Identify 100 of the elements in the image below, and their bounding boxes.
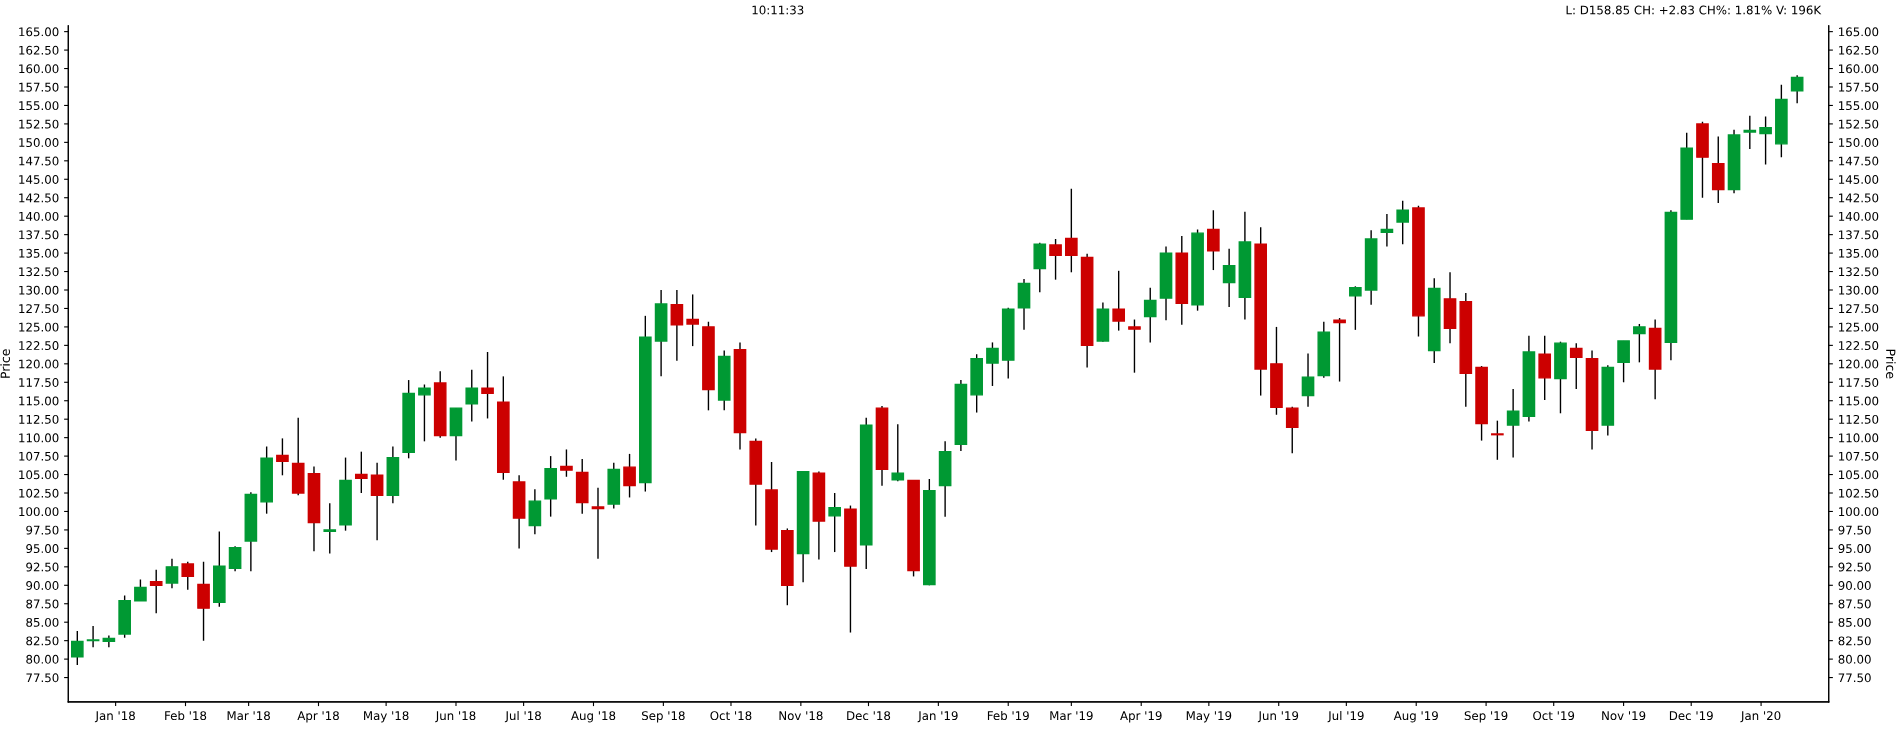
y-tick-label: 77.50 — [26, 673, 59, 683]
y-tick-label: 122.50 — [19, 341, 59, 351]
y2-tick-label: 145.00 — [1839, 175, 1879, 184]
x-tick-label: Feb '19 — [987, 710, 1029, 721]
candlestick — [1349, 285, 1362, 331]
candlestick — [1049, 238, 1062, 281]
candlestick — [686, 293, 699, 347]
y-tick-label: 130.00 — [19, 285, 59, 295]
candlestick — [1617, 340, 1630, 383]
candlestick — [181, 560, 195, 591]
y-axis-title: Price — [0, 349, 10, 378]
x-tick-label: Sep '19 — [1464, 711, 1508, 723]
y2-tick-label: 107.50 — [1839, 451, 1879, 461]
y-tick-label: 162.50 — [19, 45, 59, 55]
candlestick — [465, 369, 479, 423]
y-tick-label: 100.00 — [19, 507, 59, 517]
candlestick — [986, 341, 999, 387]
candlestick — [1301, 352, 1315, 408]
x-tick-label: Oct '18 — [710, 711, 752, 721]
x-tick-label: Aug '19 — [1393, 711, 1438, 723]
x-tick-label: Jun '19 — [1257, 711, 1299, 723]
y-tick-label: 132.50 — [19, 267, 59, 277]
y2-axis-title: Price — [1886, 349, 1896, 379]
candlestick — [1396, 199, 1410, 245]
y2-tick-label: 95.00 — [1838, 544, 1871, 554]
y-tick-label: 150.00 — [19, 138, 59, 148]
y2-tick-label: 87.50 — [1838, 599, 1871, 609]
y-tick-label: 112.50 — [19, 414, 59, 424]
candlestick — [560, 448, 573, 478]
candlestick — [1759, 115, 1772, 166]
y-tick-label: 90.00 — [26, 581, 59, 590]
y-tick-label: 107.50 — [19, 451, 59, 461]
y2-tick-label: 105.00 — [1839, 470, 1879, 480]
y2-tick-label: 125.00 — [1839, 322, 1879, 332]
y-tick-label: 140.00 — [19, 211, 59, 221]
candlestick — [276, 437, 289, 476]
y2-tick-label: 142.50 — [1839, 193, 1879, 203]
y2-tick-label: 160.00 — [1839, 64, 1879, 74]
y2-tick-label: 150.00 — [1839, 138, 1879, 148]
y2-tick-label: 157.50 — [1839, 82, 1879, 92]
y-tick-label: 125.00 — [19, 322, 59, 332]
y-tick-label: 117.50 — [19, 378, 59, 387]
y2-tick-label: 82.50 — [1838, 636, 1871, 646]
x-tick-label: Jan '20 — [1740, 711, 1781, 723]
y-tick-label: 142.50 — [19, 193, 59, 203]
y2-tick-label: 140.00 — [1839, 211, 1879, 221]
candlestick — [1538, 335, 1552, 401]
y2-tick-label: 132.50 — [1839, 267, 1879, 277]
candlestick — [481, 351, 494, 420]
candlestick — [1506, 388, 1520, 459]
y2-tick-label: 92.50 — [1838, 562, 1871, 572]
x-tick-label: Jun '18 — [435, 711, 476, 723]
candlestick — [370, 462, 384, 541]
x-tick-label: Nov '19 — [1602, 711, 1646, 721]
y2-tick-label: 127.50 — [1839, 304, 1879, 314]
text: L: D158.85 CH: +2.83 CH%: 1.81% V: 196K — [1566, 5, 1822, 15]
candlestick — [891, 423, 905, 482]
y2-tick-label: 85.00 — [1838, 617, 1871, 627]
y2-tick-label: 147.50 — [1839, 156, 1879, 166]
y2-tick-label: 112.50 — [1839, 414, 1879, 424]
candlestick — [134, 578, 147, 602]
y2-tick-label: 77.50 — [1838, 673, 1871, 683]
candlestick — [1569, 342, 1583, 390]
x-tick-label: Dec '18 — [847, 711, 891, 721]
x-tick-label: Jul '18 — [504, 710, 541, 723]
candlestick — [102, 634, 116, 648]
x-tick-label: May '18 — [364, 711, 409, 723]
candlestick — [149, 569, 163, 615]
y-tick-label: 155.00 — [19, 101, 59, 111]
y-tick-label: 157.50 — [19, 82, 59, 92]
x-tick-label: Apr '19 — [1120, 711, 1162, 723]
y2-tick-label: 155.00 — [1839, 101, 1879, 111]
y-tick-label: 97.50 — [26, 525, 59, 535]
candlestick — [86, 625, 100, 648]
y-tick-label: 102.50 — [19, 488, 59, 498]
y-tick-label: 92.50 — [26, 562, 59, 572]
x-tick-label: Mar '19 — [1050, 711, 1093, 721]
candlestick — [591, 487, 605, 560]
text: 10:11:33 — [752, 5, 804, 15]
candlestick — [1222, 247, 1236, 308]
y-tick-label: 115.00 — [19, 396, 59, 406]
x-tick-label: Jan '19 — [917, 711, 958, 723]
y-tick-label: 87.50 — [26, 599, 59, 609]
x-tick-label: Nov '18 — [779, 711, 823, 721]
candlestick — [418, 383, 431, 443]
y-tick-label: 127.50 — [19, 304, 59, 314]
candlestick — [354, 450, 368, 494]
candlestick — [1128, 318, 1141, 374]
x-tick-label: May '19 — [1186, 711, 1232, 723]
candlestick — [197, 560, 210, 642]
candlestick — [670, 289, 684, 362]
candlestick — [1285, 405, 1299, 454]
candlestick — [623, 453, 636, 499]
y2-tick-label: 135.00 — [1839, 248, 1879, 258]
y-tick-label: 160.00 — [19, 64, 59, 74]
y2-tick-label: 102.50 — [1839, 488, 1879, 498]
y2-tick-label: 120.00 — [1839, 359, 1879, 369]
candlestick — [1790, 74, 1804, 104]
y-tick-label: 147.50 — [19, 156, 59, 166]
y-tick-label: 95.00 — [26, 544, 59, 554]
